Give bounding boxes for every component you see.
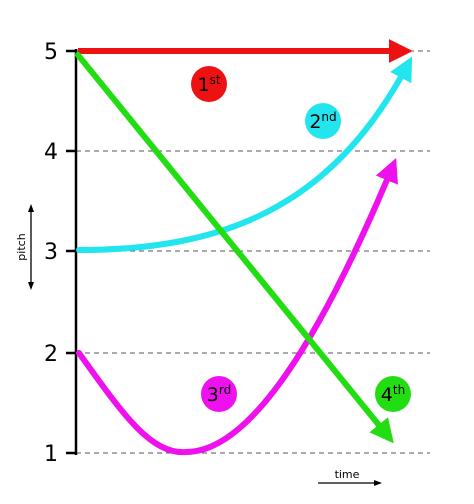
y-tick-label-2: 2 [44, 342, 58, 367]
badge-2nd-suffix: nd [321, 110, 336, 124]
badge-2nd: 2nd [305, 103, 341, 139]
badge-1st: 1st [191, 66, 227, 102]
contour-3rd-arrow [76, 158, 398, 456]
y-axis [66, 49, 78, 455]
badge-2nd-label: 2nd [309, 110, 336, 133]
y-tick-label-1: 1 [44, 442, 58, 467]
badge-4th-suffix: th [393, 383, 405, 397]
badge-3rd-circle [201, 376, 237, 412]
badge-1st-suffix: st [210, 73, 221, 87]
badge-1st-circle [191, 66, 227, 102]
badge-1st-number: 1 [197, 74, 209, 96]
badge-4th-number: 4 [381, 384, 393, 406]
y-tick-label-4: 4 [44, 140, 58, 165]
badge-2nd-circle [305, 103, 341, 139]
badge-3rd-label: 3rd [207, 383, 231, 406]
badge-3rd: 3rd [201, 376, 237, 412]
contour-2nd-arrow [76, 56, 413, 253]
contour-4th-arrow [75, 52, 394, 444]
badge-3rd-number: 3 [207, 384, 219, 406]
badge-4th: 4th [375, 376, 411, 412]
badge-4th-circle [375, 376, 411, 412]
badge-2nd-number: 2 [309, 111, 321, 133]
badge-4th-label: 4th [381, 383, 405, 406]
y-tick-label-3: 3 [44, 240, 58, 265]
y-axis-caption: pitch [15, 233, 28, 260]
badge-1st-label: 1st [197, 73, 220, 96]
badge-3rd-suffix: rd [219, 383, 231, 397]
y-tick-label-5: 5 [44, 40, 58, 65]
x-axis-caption: time [335, 468, 360, 481]
